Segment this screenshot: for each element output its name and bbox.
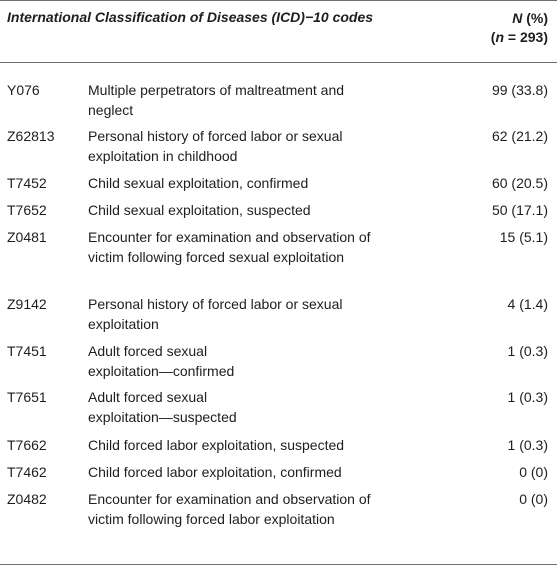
count-percent: 15 (5.1)	[499, 229, 548, 245]
icd-description: Child sexual exploitation, confirmed	[88, 175, 309, 191]
header-total-rest: = 293)	[504, 29, 548, 45]
icd-description: Child forced labor exploitation, confirm…	[88, 464, 342, 480]
icd-code: Z62813	[7, 128, 55, 144]
icd-description: Encounter for examination and observatio…	[88, 491, 371, 527]
count-percent: 50 (17.1)	[491, 202, 548, 218]
top-rule	[0, 0, 557, 1]
icd-code: T7452	[7, 175, 47, 191]
bottom-rule	[0, 564, 557, 565]
count-percent: 1 (0.3)	[507, 343, 548, 359]
icd-code: Z9142	[7, 296, 47, 312]
icd-description: Child sexual exploitation, suspected	[88, 202, 311, 218]
header-total-open: (	[490, 29, 496, 45]
icd-code: T7451	[7, 343, 47, 359]
count-percent: 1 (0.3)	[507, 437, 548, 453]
header-n-label: N	[512, 10, 523, 26]
icd-code: T7662	[7, 437, 47, 453]
icd-code: T7462	[7, 464, 47, 480]
icd-code: Z0481	[7, 229, 47, 245]
icd-description: Encounter for examination and observatio…	[88, 229, 371, 265]
count-percent: 99 (33.8)	[491, 82, 548, 98]
header-description: International Classification of Diseases…	[7, 9, 374, 25]
icd-description: Child forced labor exploitation, suspect…	[88, 437, 345, 453]
count-percent: 1 (0.3)	[507, 389, 548, 405]
header-total-var: n	[495, 29, 505, 45]
count-percent: 0 (0)	[519, 464, 548, 480]
header-n-pct: (%)	[522, 10, 548, 26]
icd-description: Multiple perpetrators of maltreatment an…	[88, 82, 345, 118]
icd-code: Z0482	[7, 491, 47, 507]
count-percent: 60 (20.5)	[491, 175, 548, 191]
header-count: N (%) (n = 293)	[491, 9, 548, 47]
header-n-line: N (%)	[491, 9, 548, 28]
icd-code: T7652	[7, 202, 47, 218]
count-percent: 62 (21.2)	[491, 128, 548, 144]
count-percent: 4 (1.4)	[507, 296, 548, 312]
icd-code: T7651	[7, 389, 47, 405]
icd-description: Personal history of forced labor or sexu…	[88, 128, 343, 164]
count-percent: 0 (0)	[519, 491, 548, 507]
icd-code: Y076	[7, 82, 40, 98]
icd-description: Personal history of forced labor or sexu…	[88, 296, 343, 332]
header-rule	[0, 62, 557, 63]
icd-description: Adult forced sexual exploitation—confirm…	[88, 343, 235, 379]
icd-description: Adult forced sexual exploitation—suspect…	[88, 389, 237, 425]
header-total-line: (n = 293)	[491, 28, 548, 47]
